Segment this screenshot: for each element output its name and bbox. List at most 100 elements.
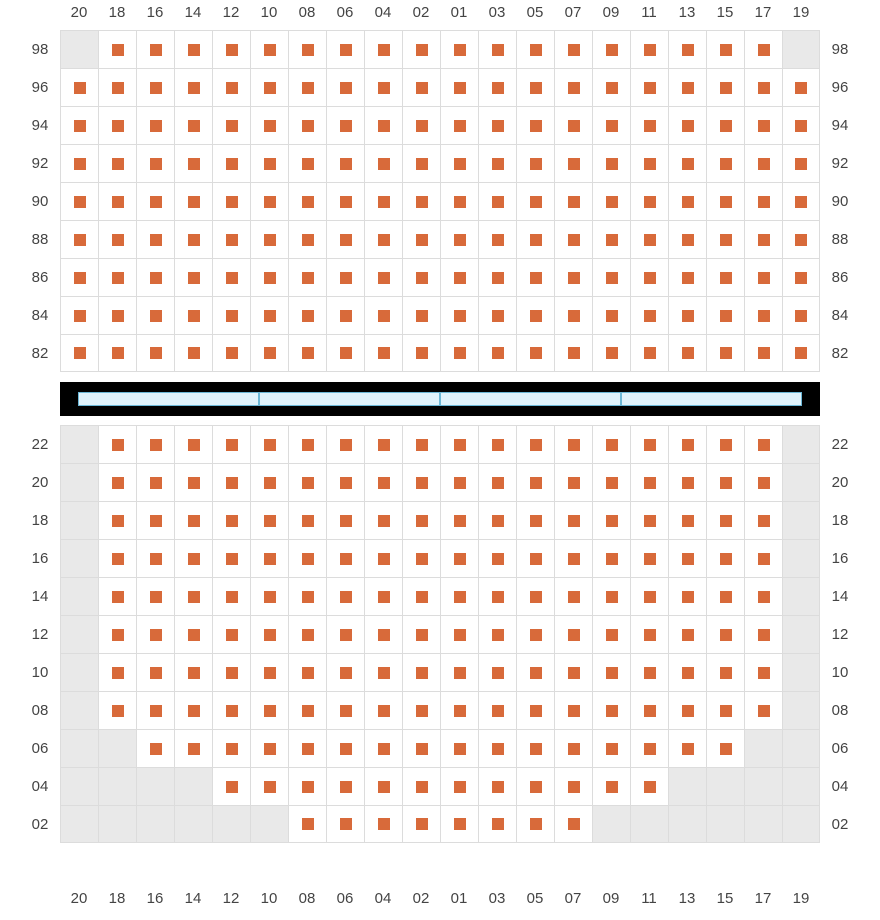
seat-cell[interactable] bbox=[744, 334, 782, 372]
seat-cell[interactable] bbox=[782, 182, 820, 220]
seat-cell[interactable] bbox=[440, 805, 478, 843]
seat-cell[interactable] bbox=[288, 653, 326, 691]
seat-cell[interactable] bbox=[174, 30, 212, 68]
seat-cell[interactable] bbox=[478, 334, 516, 372]
seat-cell[interactable] bbox=[402, 182, 440, 220]
seat-cell[interactable] bbox=[554, 577, 592, 615]
seat-cell[interactable] bbox=[516, 182, 554, 220]
seat-cell[interactable] bbox=[554, 653, 592, 691]
seat-cell[interactable] bbox=[592, 539, 630, 577]
seat-cell[interactable] bbox=[516, 501, 554, 539]
seat-cell[interactable] bbox=[782, 258, 820, 296]
seat-cell[interactable] bbox=[326, 258, 364, 296]
seat-cell[interactable] bbox=[174, 106, 212, 144]
seat-cell[interactable] bbox=[554, 334, 592, 372]
seat-cell[interactable] bbox=[250, 106, 288, 144]
seat-cell[interactable] bbox=[440, 334, 478, 372]
seat-cell[interactable] bbox=[212, 615, 250, 653]
seat-cell[interactable] bbox=[554, 220, 592, 258]
seat-cell[interactable] bbox=[174, 539, 212, 577]
seat-cell[interactable] bbox=[592, 106, 630, 144]
seat-cell[interactable] bbox=[364, 296, 402, 334]
seat-cell[interactable] bbox=[782, 68, 820, 106]
seat-cell[interactable] bbox=[744, 425, 782, 463]
seat-cell[interactable] bbox=[60, 334, 98, 372]
seat-cell[interactable] bbox=[440, 615, 478, 653]
seat-cell[interactable] bbox=[174, 501, 212, 539]
seat-cell[interactable] bbox=[744, 539, 782, 577]
seat-cell[interactable] bbox=[98, 68, 136, 106]
seat-cell[interactable] bbox=[288, 182, 326, 220]
seat-cell[interactable] bbox=[364, 258, 402, 296]
seat-cell[interactable] bbox=[212, 258, 250, 296]
seat-cell[interactable] bbox=[440, 577, 478, 615]
seat-cell[interactable] bbox=[402, 68, 440, 106]
seat-cell[interactable] bbox=[326, 463, 364, 501]
seat-cell[interactable] bbox=[630, 615, 668, 653]
seat-cell[interactable] bbox=[706, 68, 744, 106]
seat-cell[interactable] bbox=[706, 220, 744, 258]
seat-cell[interactable] bbox=[744, 577, 782, 615]
seat-cell[interactable] bbox=[364, 767, 402, 805]
seat-cell[interactable] bbox=[706, 334, 744, 372]
seat-cell[interactable] bbox=[554, 258, 592, 296]
seat-cell[interactable] bbox=[364, 425, 402, 463]
seat-cell[interactable] bbox=[592, 258, 630, 296]
seat-cell[interactable] bbox=[250, 539, 288, 577]
seat-cell[interactable] bbox=[440, 182, 478, 220]
seat-cell[interactable] bbox=[630, 653, 668, 691]
seat-cell[interactable] bbox=[288, 106, 326, 144]
seat-cell[interactable] bbox=[668, 577, 706, 615]
seat-cell[interactable] bbox=[402, 463, 440, 501]
seat-cell[interactable] bbox=[592, 296, 630, 334]
seat-cell[interactable] bbox=[478, 68, 516, 106]
seat-cell[interactable] bbox=[60, 296, 98, 334]
seat-cell[interactable] bbox=[212, 691, 250, 729]
seat-cell[interactable] bbox=[592, 767, 630, 805]
seat-cell[interactable] bbox=[250, 615, 288, 653]
seat-cell[interactable] bbox=[516, 615, 554, 653]
seat-cell[interactable] bbox=[250, 425, 288, 463]
seat-cell[interactable] bbox=[250, 334, 288, 372]
seat-cell[interactable] bbox=[668, 691, 706, 729]
seat-cell[interactable] bbox=[440, 653, 478, 691]
seat-cell[interactable] bbox=[212, 425, 250, 463]
seat-cell[interactable] bbox=[554, 296, 592, 334]
seat-cell[interactable] bbox=[98, 296, 136, 334]
seat-cell[interactable] bbox=[478, 182, 516, 220]
seat-cell[interactable] bbox=[402, 296, 440, 334]
seat-cell[interactable] bbox=[136, 106, 174, 144]
seat-cell[interactable] bbox=[288, 463, 326, 501]
seat-cell[interactable] bbox=[516, 334, 554, 372]
seat-cell[interactable] bbox=[212, 463, 250, 501]
seat-cell[interactable] bbox=[668, 106, 706, 144]
seat-cell[interactable] bbox=[478, 729, 516, 767]
seat-cell[interactable] bbox=[288, 729, 326, 767]
seat-cell[interactable] bbox=[440, 425, 478, 463]
seat-cell[interactable] bbox=[630, 691, 668, 729]
seat-cell[interactable] bbox=[478, 767, 516, 805]
seat-cell[interactable] bbox=[630, 425, 668, 463]
seat-cell[interactable] bbox=[174, 615, 212, 653]
seat-cell[interactable] bbox=[630, 296, 668, 334]
seat-cell[interactable] bbox=[364, 334, 402, 372]
seat-cell[interactable] bbox=[706, 729, 744, 767]
seat-cell[interactable] bbox=[516, 220, 554, 258]
seat-cell[interactable] bbox=[744, 68, 782, 106]
seat-cell[interactable] bbox=[60, 68, 98, 106]
seat-cell[interactable] bbox=[516, 425, 554, 463]
seat-cell[interactable] bbox=[326, 30, 364, 68]
seat-cell[interactable] bbox=[174, 258, 212, 296]
seat-cell[interactable] bbox=[516, 258, 554, 296]
seat-cell[interactable] bbox=[744, 106, 782, 144]
seat-cell[interactable] bbox=[706, 501, 744, 539]
seat-cell[interactable] bbox=[174, 220, 212, 258]
seat-cell[interactable] bbox=[212, 539, 250, 577]
seat-cell[interactable] bbox=[250, 296, 288, 334]
seat-cell[interactable] bbox=[478, 144, 516, 182]
seat-cell[interactable] bbox=[706, 144, 744, 182]
seat-cell[interactable] bbox=[478, 106, 516, 144]
seat-cell[interactable] bbox=[402, 501, 440, 539]
seat-cell[interactable] bbox=[706, 296, 744, 334]
seat-cell[interactable] bbox=[364, 653, 402, 691]
